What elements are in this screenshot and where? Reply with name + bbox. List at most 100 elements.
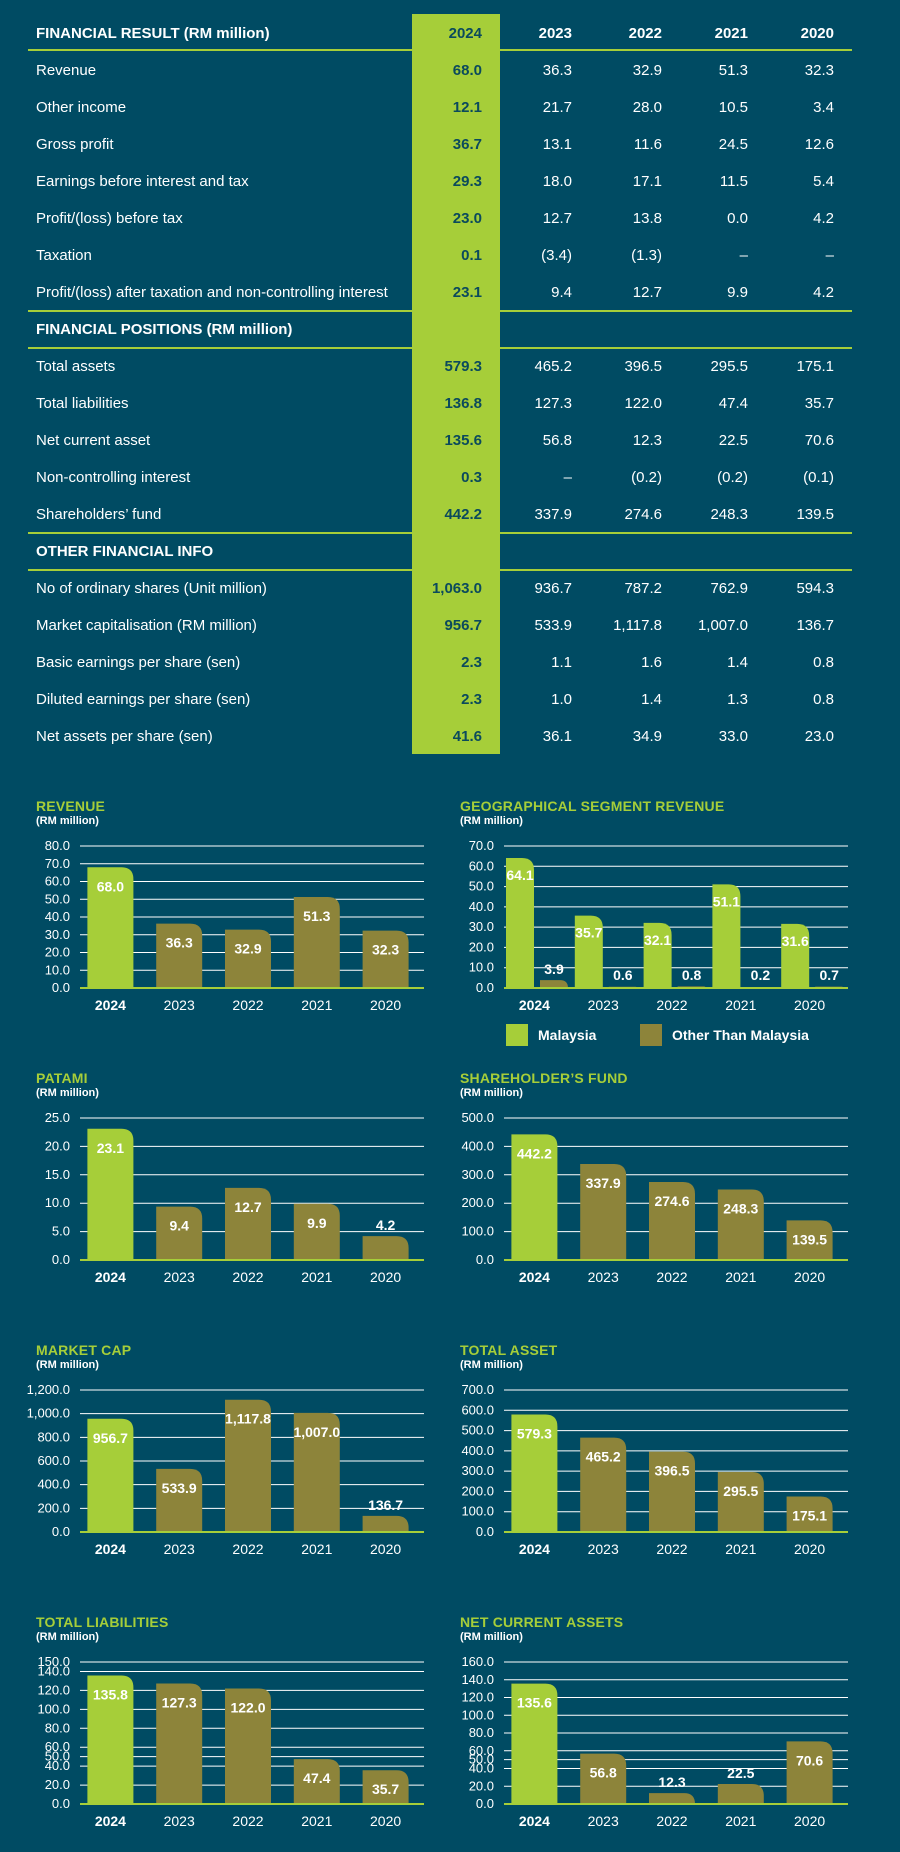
row-label: Diluted earnings per share (sen) (36, 691, 251, 708)
table-row: Total liabilities 136.8 127.3 122.0 47.4 35.7 (28, 385, 852, 422)
x-tick-label: 2023 (588, 997, 619, 1013)
row-value: 787.2 (624, 580, 662, 597)
table-row: Basic earnings per share (sen) 2.3 1.1 1.6 1… (28, 644, 852, 681)
row-value: 17.1 (632, 173, 662, 190)
row-value: 32.3 (804, 62, 834, 79)
x-tick-label: 2020 (794, 997, 825, 1013)
row-label: Non-controlling interest (36, 469, 191, 486)
table-row: Market capitalisation (RM million) 956.7 5… (28, 607, 852, 644)
year-header: 2024 (448, 25, 482, 42)
tasset-chart-unit: (RM million) (460, 1359, 523, 1371)
x-tick-label: 2021 (301, 1541, 332, 1557)
y-tick-label: 0.0 (52, 1524, 70, 1539)
legend-swatch (640, 1024, 662, 1046)
data-label: 127.3 (162, 1694, 197, 1710)
row-value: 136.8 (444, 395, 482, 412)
data-label: 31.6 (782, 933, 809, 949)
bar (580, 1164, 627, 1260)
x-tick-label: 2021 (301, 997, 332, 1013)
y-tick-label: 80.0 (45, 1720, 70, 1735)
x-tick-label: 2020 (794, 1541, 825, 1557)
tliab-chart-unit: (RM million) (36, 1631, 99, 1643)
bar (649, 1182, 695, 1260)
row-value: 29.3 (452, 173, 482, 190)
x-tick-label: 2022 (232, 1541, 263, 1557)
row-value: 32.9 (632, 62, 662, 79)
y-tick-label: 120.0 (461, 1690, 494, 1705)
bar (362, 930, 409, 988)
row-value: 12.6 (804, 136, 834, 153)
row-value: 139.5 (796, 506, 834, 523)
row-value: 533.9 (534, 617, 572, 634)
row-value: 51.3 (718, 62, 748, 79)
bar (362, 1236, 409, 1260)
bar (293, 1203, 340, 1260)
row-value: 274.6 (624, 506, 662, 523)
y-tick-label: 50.0 (469, 1752, 494, 1767)
y-tick-label: 40.0 (469, 1761, 494, 1776)
x-tick-label: 2023 (588, 1813, 619, 1829)
x-tick-label: 2022 (232, 1269, 263, 1285)
y-tick-label: 40.0 (45, 909, 70, 924)
row-value: 2.3 (461, 691, 482, 708)
bar (511, 1134, 558, 1260)
row-value: 21.7 (542, 99, 572, 116)
row-value: 1.0 (551, 691, 572, 708)
row-value: 9.4 (551, 284, 572, 301)
y-tick-label: 400.0 (461, 1443, 494, 1458)
data-label: 1,007.0 (293, 1424, 340, 1440)
table-row: Profit/(loss) after taxation and non-con… (28, 274, 852, 311)
row-value: 28.0 (632, 99, 662, 116)
bar (786, 1496, 833, 1532)
revenue-chart-title: REVENUE (36, 798, 106, 814)
row-value: 33.0 (718, 728, 748, 745)
bar-other (540, 980, 568, 988)
shfund-chart-title: SHAREHOLDER’S FUND (460, 1070, 628, 1086)
x-tick-label: 2024 (95, 1813, 126, 1829)
data-label: 248.3 (723, 1200, 758, 1216)
data-label: 0.2 (751, 967, 771, 983)
row-value: 12.7 (542, 210, 572, 227)
row-value: 0.8 (813, 691, 834, 708)
y-tick-label: 0.0 (476, 1524, 494, 1539)
patami-chart-unit: (RM million) (36, 1087, 99, 1099)
divider (28, 49, 852, 51)
table-row: No of ordinary shares (Unit million) 1,06… (28, 570, 852, 607)
data-label: 295.5 (723, 1483, 758, 1499)
row-value: 1.1 (551, 654, 572, 671)
x-tick-label: 2023 (164, 1813, 195, 1829)
bar (156, 923, 203, 988)
row-value: (1.3) (631, 247, 662, 264)
y-tick-label: 20.0 (45, 945, 70, 960)
bar (87, 1418, 134, 1532)
legend-swatch (506, 1024, 528, 1046)
geo-chart-title: GEOGRAPHICAL SEGMENT REVENUE (460, 798, 725, 814)
mcap-chart-unit: (RM million) (36, 1359, 99, 1371)
data-label: 12.7 (234, 1199, 261, 1215)
y-tick-label: 30.0 (469, 919, 494, 934)
section-header: FINANCIAL POSITIONS (RM million) (28, 311, 852, 348)
row-value: 0.3 (461, 469, 482, 486)
nca-chart-unit: (RM million) (460, 1631, 523, 1643)
data-label: 956.7 (93, 1430, 128, 1446)
x-tick-label: 2024 (95, 1269, 126, 1285)
data-label: 4.2 (376, 1217, 396, 1233)
data-label: 70.6 (796, 1752, 823, 1768)
row-label: No of ordinary shares (Unit million) (36, 580, 267, 597)
bar (649, 1451, 695, 1532)
data-label: 35.7 (372, 1781, 399, 1797)
revenue-chart: 0.0 10.0 20.0 30.0 40.0 50.0 60.0 70.0 80.0 68.0 2… (45, 838, 424, 1013)
bar (156, 1683, 203, 1804)
y-tick-label: 15.0 (45, 1167, 70, 1182)
y-tick-label: 20.0 (45, 1138, 70, 1153)
bar-malaysia (781, 923, 810, 988)
y-tick-label: 160.0 (461, 1654, 494, 1669)
table-row: Net current asset 135.6 56.8 12.3 22.5 70.6 (28, 422, 852, 459)
year-header: 2023 (538, 25, 572, 42)
data-label: 175.1 (792, 1507, 827, 1523)
y-tick-label: 800.0 (37, 1429, 70, 1444)
row-value: 337.9 (534, 506, 572, 523)
x-tick-label: 2023 (588, 1541, 619, 1557)
row-value: 11.6 (633, 136, 662, 153)
row-value: – (739, 247, 748, 264)
